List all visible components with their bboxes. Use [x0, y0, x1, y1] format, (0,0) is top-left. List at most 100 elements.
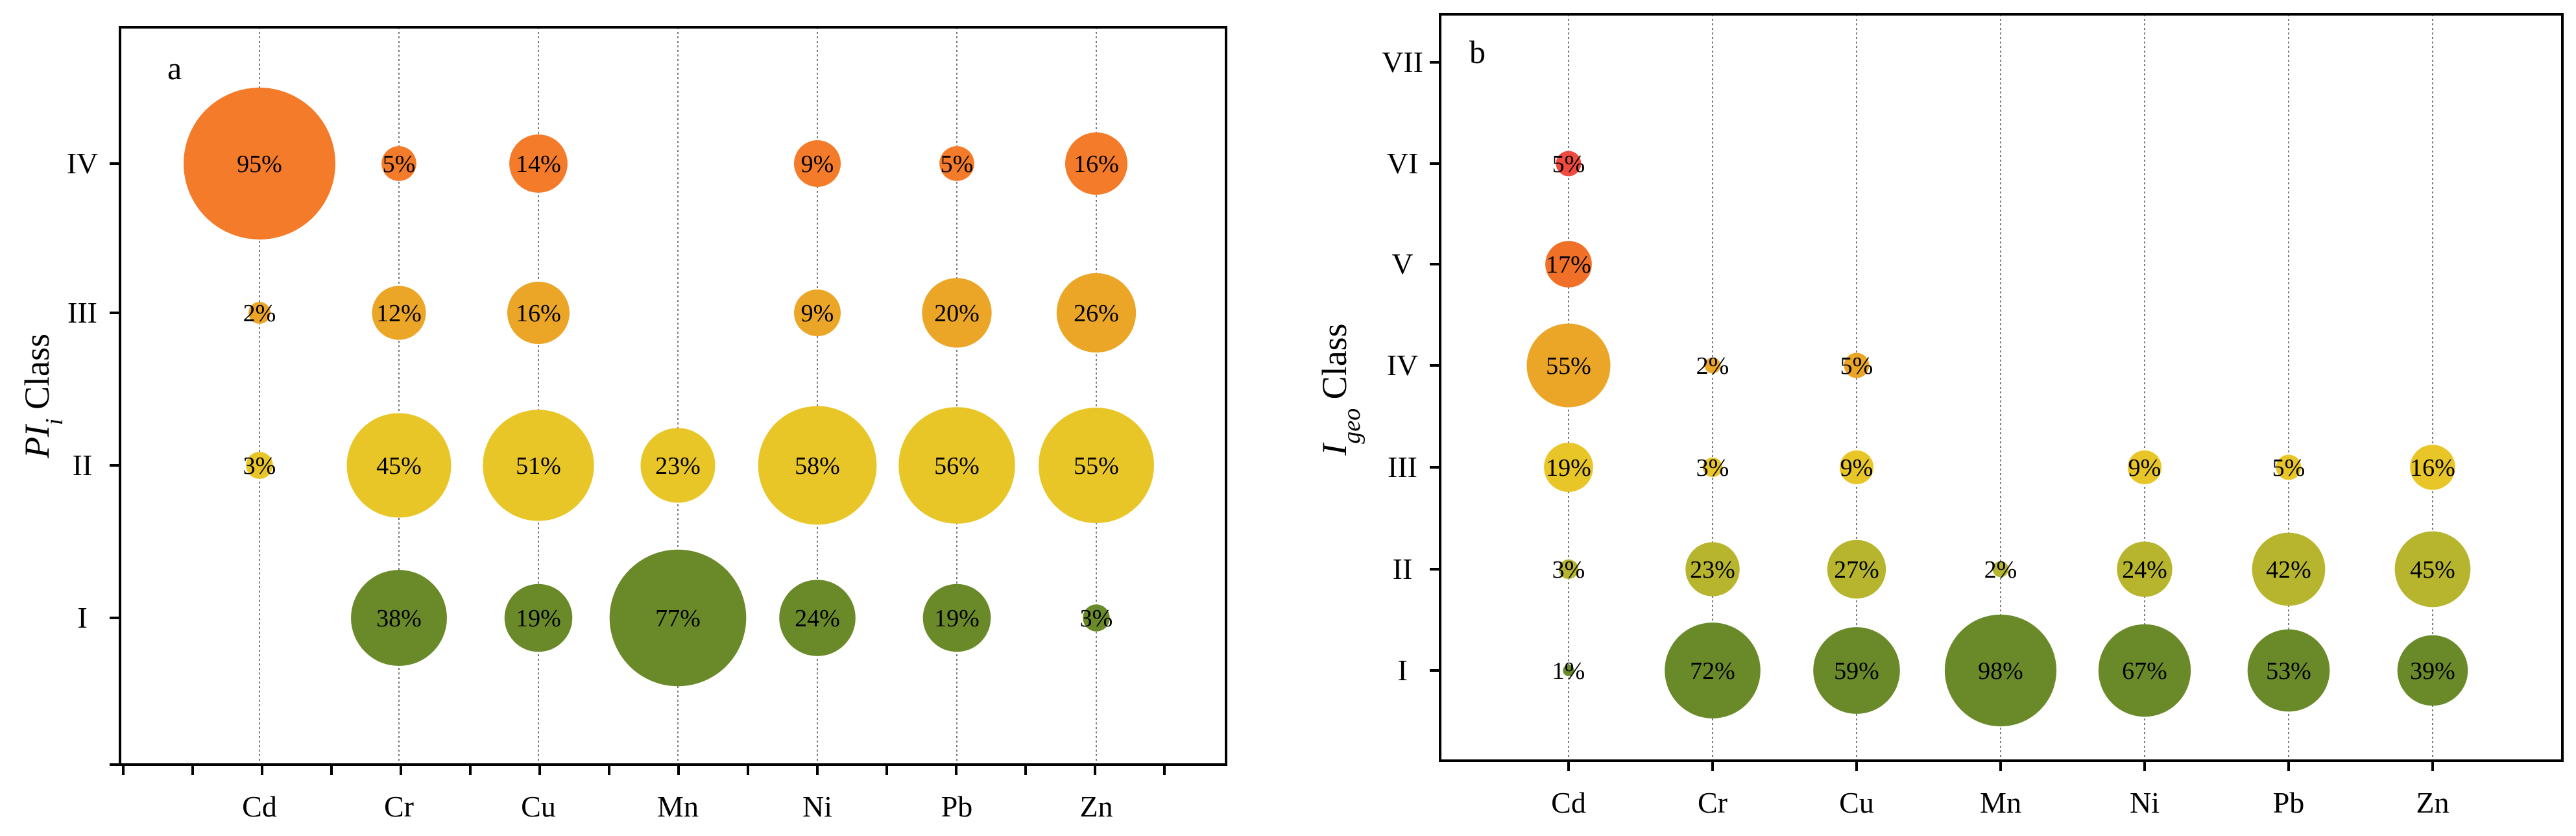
bubble-pb-iii-a [922, 278, 992, 348]
bubble-label-cd-iv-b: 55% [1546, 352, 1591, 380]
x-tick-label-pb-b: Pb [2273, 786, 2305, 819]
bubble-label-cu-iii-a: 16% [516, 300, 561, 327]
x-tick-label-mn-b: Mn [1980, 786, 2021, 819]
bubble-zn-iii-a [1056, 273, 1137, 353]
bubble-zn-i-b [2397, 635, 2468, 706]
y-tick-label-iv-b: IV [1387, 349, 1419, 382]
bubble-label-mn-i-a: 77% [655, 605, 701, 632]
y-axis-title-sub-b: geo [1338, 408, 1366, 444]
bubble-label-pb-ii-b: 42% [2266, 556, 2311, 584]
x-tick-label-mn-a: Mn [657, 790, 699, 823]
x-tick-label-cu-a: Cu [521, 790, 556, 823]
x-tick-label-zn-b: Zn [2416, 786, 2449, 819]
bubble-label-mn-i-b: 98% [1978, 658, 2023, 685]
bubble-cu-ii-b [1827, 539, 1886, 599]
x-tick-label-ni-b: Ni [2130, 786, 2160, 819]
bubble-label-zn-ii-a: 55% [1074, 452, 1119, 480]
bubble-cu-ii-a [483, 410, 594, 521]
bubble-zn-iv-a [1065, 132, 1127, 195]
y-tick-label-vii-b: VII [1382, 45, 1423, 79]
x-tick-label-cr-a: Cr [384, 790, 414, 823]
bubble-label-cd-iii-b: 19% [1546, 454, 1591, 482]
y-tick-label-vi-b: VI [1387, 147, 1419, 180]
bubble-label-pb-i-a: 19% [934, 605, 980, 632]
bubble-mn-ii-b [1992, 561, 2009, 578]
bubble-label-ni-iii-a: 9% [801, 300, 834, 327]
bubble-pb-ii-b [2252, 532, 2326, 606]
bubble-cd-ii-b [1558, 559, 1579, 580]
bubble-label-mn-ii-a: 23% [655, 452, 701, 480]
bubble-label-cr-iii-a: 12% [376, 300, 422, 327]
bubble-label-ni-iii-b: 9% [2128, 454, 2161, 482]
bubble-ni-i-a [779, 580, 856, 656]
bubble-label-cr-ii-b: 23% [1690, 556, 1735, 584]
y-tick-label-iv-a: IV [67, 147, 99, 180]
bubble-labels-a: 95% 2% 3% 5% 12% 45% 38% 14% 16% 51% 19% 23% 77% 9% 9%… [237, 151, 1119, 632]
bubble-label-cu-ii-a: 51% [516, 452, 561, 480]
bubble-label-cr-i-b: 72% [1690, 658, 1735, 685]
bubble-cd-iii-b [1544, 443, 1593, 492]
y-axis-title-rest-b: Class [1315, 323, 1354, 408]
x-tick-label-cr-b: Cr [1698, 786, 1727, 819]
bubble-label-cd-ii-a: 3% [243, 452, 276, 480]
bubble-cr-ii-b [1685, 542, 1740, 596]
bubble-label-pb-iii-a: 20% [934, 300, 980, 327]
bubble-ni-ii-a [758, 406, 877, 525]
x-tick-label-cd-b: Cd [1551, 786, 1586, 819]
bubble-labels-b: 5% 17% 55% 19% 3% 1% 2% 3% 23% 72% 5% 9% 27% 59% 2% 98%… [1546, 151, 2455, 685]
y-tick-label-v-b: V [1391, 247, 1413, 280]
bubble-ni-iii-b [2127, 450, 2162, 485]
bubble-label-ni-i-b: 67% [2122, 658, 2167, 685]
bubble-label-zn-ii-b: 45% [2410, 556, 2455, 584]
x-tick-label-pb-a: Pb [941, 790, 973, 823]
bubble-cr-iii-a [372, 286, 426, 340]
bubble-label-cr-iv-a: 5% [383, 151, 416, 178]
bubble-cd-ii-a [246, 452, 273, 479]
bubble-label-cd-i-b: 1% [1552, 658, 1585, 685]
bubble-cd-vi-b [1556, 151, 1582, 177]
bubble-label-ni-ii-b: 24% [2122, 556, 2167, 584]
bubble-label-cu-i-b: 59% [1834, 658, 1879, 685]
bubble-label-ni-i-a: 24% [795, 605, 840, 632]
bubble-label-pb-i-b: 53% [2266, 658, 2311, 685]
bubble-cr-iv-a [381, 146, 416, 181]
bubble-cu-iv-b [1844, 352, 1870, 378]
y-axis-title-b: Igeo Class [1315, 323, 1366, 456]
bubble-cu-i-a [504, 584, 573, 652]
bubble-pb-iii-b [2276, 454, 2302, 480]
bubble-label-cu-iii-b: 9% [1840, 454, 1873, 482]
bubble-label-cd-iii-a: 2% [243, 300, 276, 327]
bubble-label-pb-iii-b: 5% [2272, 454, 2305, 482]
bubble-zn-i-a [1083, 604, 1110, 632]
bubble-cd-i-b [1563, 665, 1574, 676]
bubble-cr-i-b [1665, 622, 1761, 719]
bubble-ni-iii-a [794, 289, 841, 336]
bubble-ni-ii-b [2117, 541, 2173, 597]
bubble-ni-i-b [2098, 624, 2191, 717]
panel-letter-b: b [1469, 34, 1486, 70]
bubble-cd-iv-a [184, 88, 335, 240]
y-tick-label-i-b: I [1397, 654, 1407, 687]
bubble-label-cr-ii-a: 45% [376, 452, 422, 480]
bubbles-b [1526, 151, 2471, 727]
x-tick-label-ni-a: Ni [802, 790, 832, 823]
bubble-label-cu-iv-a: 14% [516, 151, 561, 178]
y-tick-label-ii-a: II [73, 449, 93, 482]
bubble-cu-i-b [1813, 627, 1900, 714]
y-tick-label-iii-b: III [1388, 450, 1417, 484]
bubble-cd-v-b [1545, 241, 1592, 288]
y-axis-title-main-a: PI [18, 423, 56, 459]
x-tick-label-zn-a: Zn [1079, 790, 1113, 823]
bubble-zn-ii-a [1039, 408, 1154, 523]
bubble-mn-ii-a [640, 428, 716, 503]
gridlines-b [1568, 14, 2433, 761]
bubbles-a [184, 88, 1154, 687]
x-tick-label-cd-a: Cd [242, 790, 277, 823]
bubble-label-pb-ii-a: 56% [934, 452, 980, 480]
y-tick-label-ii-b: II [1393, 552, 1413, 585]
bubble-cu-iii-b [1839, 450, 1874, 485]
